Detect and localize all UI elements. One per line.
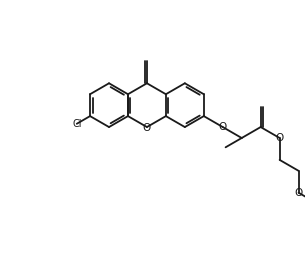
Text: Cl: Cl	[72, 119, 81, 129]
Text: O: O	[143, 123, 151, 133]
Text: O: O	[218, 122, 227, 132]
Text: O: O	[294, 188, 303, 198]
Text: O: O	[275, 133, 284, 143]
